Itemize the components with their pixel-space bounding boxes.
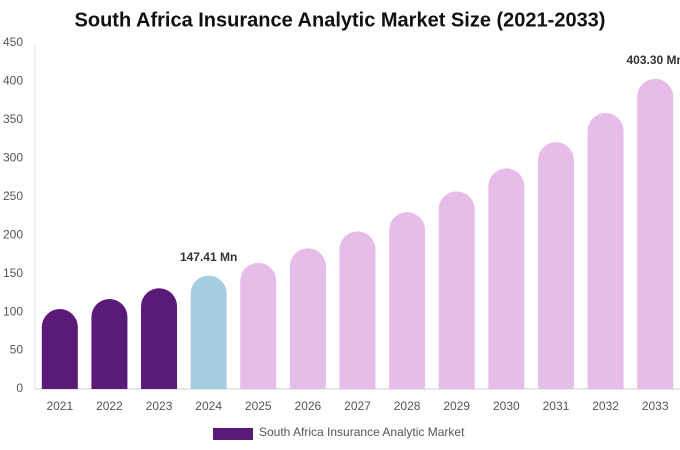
y-tick-label: 450 [3,35,23,49]
x-tick-label: 2031 [543,399,570,413]
x-tick-label: 2022 [96,399,123,413]
y-tick-label: 350 [3,112,23,126]
x-tick-label: 2025 [245,399,272,413]
bar [389,212,426,389]
bar [488,168,525,389]
y-tick-label: 150 [3,266,23,280]
x-tick-label: 2024 [195,399,222,413]
bar [339,231,376,389]
y-tick-label: 250 [3,189,23,203]
value-label: 147.41 Mn [180,250,237,264]
x-tick-label: 2023 [146,399,173,413]
bar [141,288,178,389]
chart-title: South Africa Insurance Analytic Market S… [75,9,606,31]
x-tick-label: 2021 [46,399,73,413]
x-tick-label: 2028 [394,399,421,413]
bar [91,299,128,389]
legend-label: South Africa Insurance Analytic Market [259,425,465,439]
y-tick-label: 0 [16,381,23,395]
value-label: 403.30 Mn [627,53,680,67]
bar [240,262,277,389]
bar [637,78,674,390]
y-tick-label: 50 [10,343,24,357]
bar [41,309,78,389]
legend-swatch [213,428,253,440]
bar [289,248,326,389]
bar [587,112,624,390]
x-tick-label: 2026 [295,399,322,413]
x-tick-label: 2027 [344,399,371,413]
x-tick-label: 2029 [443,399,470,413]
bar [537,142,574,389]
y-tick-label: 100 [3,304,23,318]
y-tick-label: 400 [3,74,23,88]
y-tick-label: 300 [3,151,23,165]
x-tick-label: 2030 [493,399,520,413]
y-tick-label: 200 [3,227,23,241]
bar [438,191,475,389]
x-tick-label: 2033 [642,399,669,413]
x-tick-label: 2032 [592,399,619,413]
bar [190,275,227,389]
